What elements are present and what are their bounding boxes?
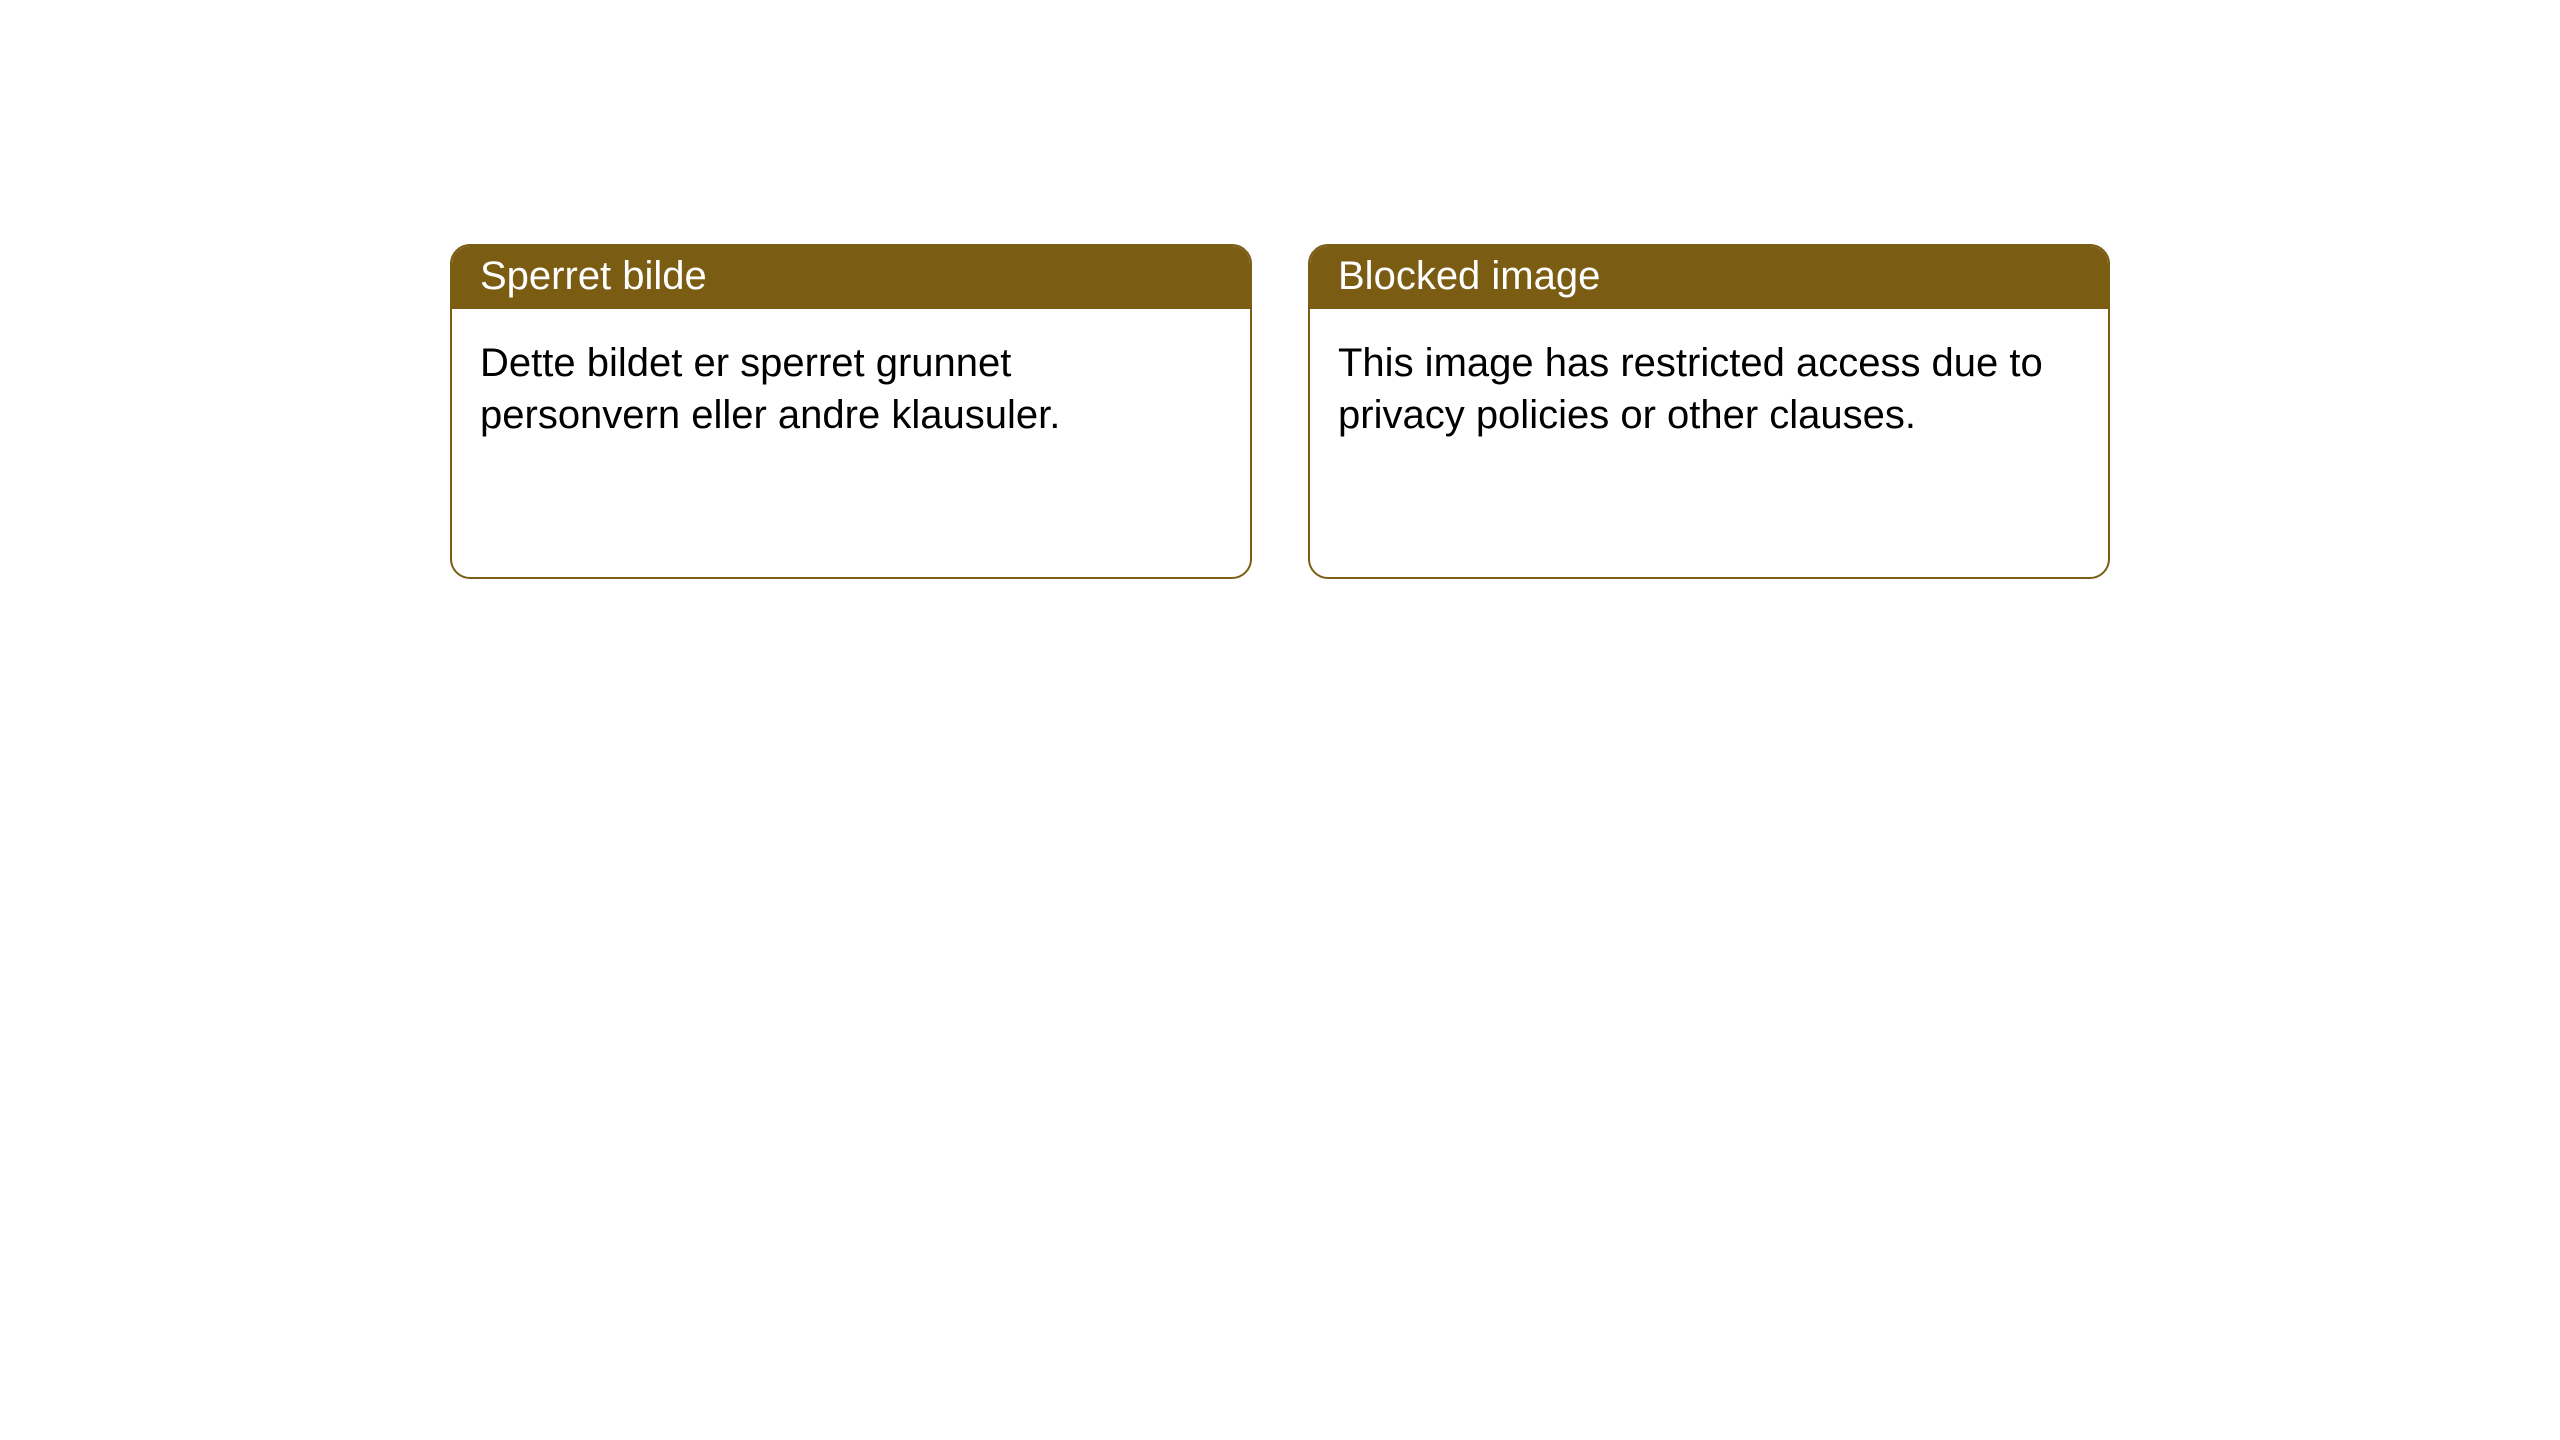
notice-card-title: Blocked image [1310,246,2108,309]
notice-card-english: Blocked image This image has restricted … [1308,244,2110,579]
notice-card-body: This image has restricted access due to … [1310,309,2108,469]
notice-card-title: Sperret bilde [452,246,1250,309]
notice-card-body: Dette bildet er sperret grunnet personve… [452,309,1250,469]
notice-card-norwegian: Sperret bilde Dette bildet er sperret gr… [450,244,1252,579]
notice-container: Sperret bilde Dette bildet er sperret gr… [0,0,2560,579]
